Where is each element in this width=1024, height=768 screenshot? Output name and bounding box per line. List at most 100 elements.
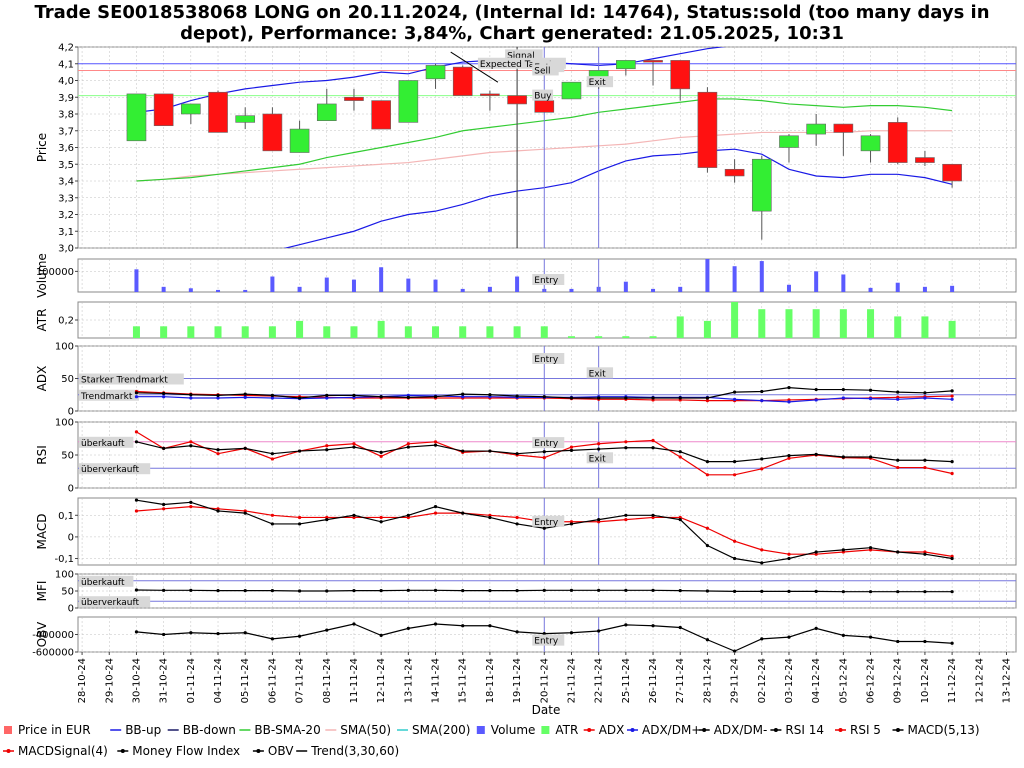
mfi-line-point	[189, 588, 193, 592]
legend-swatch-dot	[773, 728, 778, 732]
x-tick-label: 19-11-24	[512, 658, 523, 703]
rsi14-line-point	[216, 448, 220, 452]
mfi-line-point	[406, 588, 410, 592]
mfi-threshold-label-box	[79, 575, 134, 587]
atr-bar	[595, 336, 603, 338]
legend-item-rsi-14: RSI 14	[785, 723, 824, 737]
mfi-y-tick-label: 0	[68, 604, 74, 615]
volume-bar	[786, 284, 791, 292]
mfi-line-point	[678, 589, 682, 593]
rsi14-line-point	[488, 449, 492, 453]
rsi14-line-point	[243, 446, 247, 450]
candle-body	[887, 122, 908, 163]
rsi-y-label: RSI	[35, 445, 49, 465]
macd-line-point	[406, 513, 410, 517]
x-tick-label: 28-10-24	[77, 658, 88, 703]
mfi-line-point	[270, 589, 274, 593]
macd-line-point	[569, 522, 574, 526]
x-tick-label: 25-11-24	[621, 658, 632, 703]
x-tick-label: 21-11-24	[566, 658, 577, 703]
obv-line-point	[814, 626, 818, 630]
x-tick-label: 22-11-24	[594, 658, 605, 703]
obv-line-point	[134, 630, 139, 634]
adx-dm-plus-line-point	[733, 397, 737, 401]
macd-signal-line-point	[515, 515, 519, 520]
macd-line-point	[597, 518, 601, 522]
legend-item-volume: Volume	[491, 723, 536, 737]
legend-item-macd-5-13-: MACD(5,13)	[908, 723, 980, 737]
rsi14-line-point	[923, 458, 927, 462]
adx-dm-plus-line-point	[189, 396, 193, 400]
atr-bar	[132, 326, 140, 338]
adx-dm-plus-line-point	[325, 396, 329, 400]
macd-line-point	[270, 522, 274, 526]
obv-line-point	[433, 622, 438, 626]
rsi14-line-point	[787, 454, 791, 458]
adx-annotation-exit: Exit	[589, 369, 607, 379]
macd-line-point	[515, 522, 519, 526]
rsi5-line-point	[678, 455, 682, 459]
legend-item-obv: OBV	[268, 744, 294, 758]
macd-signal-line-point	[733, 539, 737, 543]
adx-dm-minus-line-point	[352, 393, 356, 397]
macd-signal-line-point	[297, 515, 302, 520]
atr-bar	[241, 326, 249, 338]
adx-dm-minus-line-point	[950, 389, 954, 393]
rsi-y-tick-label: 50	[61, 451, 74, 462]
candle-body	[126, 93, 147, 142]
price-y-tick-label: 3,2	[58, 210, 74, 221]
macd-line-point	[189, 500, 193, 504]
rsi14-line-point	[950, 460, 954, 464]
obv-line-point	[624, 623, 628, 627]
rsi14-line-point	[134, 440, 139, 444]
price-annotation-exit-box	[586, 76, 614, 88]
macd-signal-line-point	[624, 518, 628, 522]
obv-line-point	[270, 637, 274, 641]
adx-dm-minus-line-point	[597, 396, 601, 400]
adx-dm-plus-line-point	[760, 399, 764, 403]
x-tick-label: 03-12-24	[784, 658, 795, 703]
x-tick-label: 26-11-24	[648, 658, 659, 703]
obv-line-point	[896, 639, 900, 644]
adx-dm-minus-line-point	[243, 392, 247, 396]
x-tick-label: 05-11-24	[240, 658, 251, 703]
legend-item-sma-50-: SMA(50)	[340, 723, 391, 737]
x-tick-label: 12-12-24	[974, 658, 985, 703]
atr-bar	[649, 336, 657, 338]
atr-bar	[785, 309, 793, 338]
candle-body	[289, 128, 310, 153]
macd-line-point	[787, 556, 791, 561]
atr-bar	[486, 326, 494, 338]
mfi-threshold-label-box	[79, 596, 151, 608]
rsi-panel: RSI 0 50 100 überkauft überverkauft Entry Exit	[35, 418, 1017, 495]
volume-bar	[188, 288, 193, 292]
atr-bar	[513, 326, 521, 338]
obv-line-point	[705, 638, 710, 642]
obv-annotation-entry-box	[532, 634, 565, 646]
candle-body	[697, 91, 718, 168]
volume-bar	[814, 271, 819, 292]
rsi5-line-point	[896, 465, 900, 470]
rsi-threshold-label: überkauft	[81, 439, 125, 449]
obv-line-point	[760, 637, 764, 641]
rsi5-line-point	[216, 452, 220, 456]
atr-bar	[921, 316, 929, 338]
obv-line-point	[678, 625, 682, 630]
volume-bar	[161, 286, 166, 292]
obv-line-point	[162, 632, 166, 637]
volume-bar	[134, 269, 139, 292]
adx-y-tick-label: 50	[61, 374, 74, 385]
legend-swatch-dot	[630, 728, 635, 732]
rsi5-line-point	[352, 442, 356, 446]
adx-dm-minus-line-point	[868, 388, 873, 392]
legend-swatch-dot	[838, 728, 843, 732]
macd-line-point	[325, 518, 329, 522]
rsi14-line-point	[189, 444, 193, 448]
macd-line-point	[950, 556, 954, 561]
legend: Price in EUR BB-up BB-down BB-SMA-20 SMA(50)…	[3, 723, 980, 758]
mfi-line-point	[569, 588, 574, 592]
legend-item-bb-sma-20: BB-SMA-20	[254, 723, 320, 737]
atr-panel: ATR 0,2	[35, 301, 1017, 339]
volume-bar	[950, 285, 955, 292]
